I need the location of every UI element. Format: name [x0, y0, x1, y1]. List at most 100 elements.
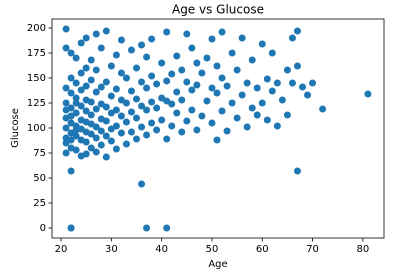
- point: [127, 128, 135, 136]
- point: [62, 99, 70, 107]
- point: [62, 139, 70, 147]
- plot-frame: [51, 18, 385, 239]
- point: [117, 129, 125, 137]
- y-axis-label: Glucose: [10, 108, 21, 148]
- point: [178, 66, 186, 74]
- point: [87, 111, 95, 119]
- point: [268, 87, 276, 95]
- point: [238, 34, 246, 42]
- point: [72, 94, 80, 102]
- point: [248, 56, 256, 64]
- point: [102, 153, 110, 161]
- point: [273, 79, 281, 87]
- point: [193, 126, 201, 134]
- x-tick-label: 70: [306, 244, 319, 255]
- y-tick-label: 175: [27, 48, 46, 59]
- point: [178, 128, 186, 136]
- point: [107, 62, 115, 70]
- point: [92, 66, 100, 74]
- point: [183, 117, 191, 125]
- point: [133, 114, 141, 122]
- point: [268, 49, 276, 57]
- point: [168, 70, 176, 78]
- point: [102, 27, 110, 35]
- point: [72, 99, 80, 107]
- point: [92, 148, 100, 156]
- point: [183, 30, 191, 38]
- point: [87, 120, 95, 128]
- point: [97, 100, 105, 108]
- point: [92, 30, 100, 38]
- point: [87, 144, 95, 152]
- point: [122, 118, 130, 126]
- point: [97, 44, 105, 52]
- point: [188, 106, 196, 114]
- point: [163, 97, 171, 105]
- point: [97, 83, 105, 91]
- point: [198, 69, 206, 77]
- point: [228, 99, 236, 107]
- point: [283, 66, 291, 74]
- point: [112, 122, 120, 130]
- point: [112, 51, 120, 59]
- point: [143, 131, 151, 139]
- point: [193, 59, 201, 67]
- point: [213, 62, 221, 70]
- y-tick-label: 150: [27, 73, 46, 84]
- point: [92, 123, 100, 131]
- point: [273, 122, 281, 130]
- point: [288, 79, 296, 87]
- point: [77, 39, 85, 47]
- point: [193, 81, 201, 89]
- point: [218, 74, 226, 82]
- y-tick-label: 200: [27, 23, 46, 34]
- point: [278, 96, 286, 104]
- point: [293, 27, 301, 35]
- point: [258, 40, 266, 48]
- point: [153, 80, 161, 88]
- point: [243, 79, 251, 87]
- point: [163, 77, 171, 85]
- point: [67, 74, 75, 82]
- chart-title: Age vs Glucose: [172, 3, 264, 17]
- point: [233, 114, 241, 122]
- point: [77, 125, 85, 133]
- point: [148, 72, 156, 80]
- point: [72, 54, 80, 62]
- point: [364, 90, 372, 98]
- point: [143, 106, 151, 114]
- point: [183, 78, 191, 86]
- point: [253, 111, 261, 119]
- point: [138, 78, 146, 86]
- point: [67, 112, 75, 120]
- point: [178, 96, 186, 104]
- point: [72, 146, 80, 154]
- point: [107, 137, 115, 145]
- point: [223, 82, 231, 90]
- y-tick-label: 25: [33, 198, 46, 209]
- y-tick-label: 50: [33, 173, 46, 184]
- point: [163, 135, 171, 143]
- point: [293, 167, 301, 175]
- point: [163, 28, 171, 36]
- point: [319, 105, 327, 113]
- point: [304, 91, 312, 99]
- point: [62, 25, 70, 33]
- point: [208, 84, 216, 92]
- point: [112, 85, 120, 93]
- point: [72, 109, 80, 117]
- point: [107, 92, 115, 100]
- point: [188, 86, 196, 94]
- x-axis-label: Age: [208, 259, 227, 270]
- point: [82, 64, 90, 72]
- point: [112, 145, 120, 153]
- point: [158, 59, 166, 67]
- point: [102, 117, 110, 125]
- point: [203, 54, 211, 62]
- point: [133, 64, 141, 72]
- point: [218, 28, 226, 36]
- point: [148, 35, 156, 43]
- point: [117, 36, 125, 44]
- point: [87, 130, 95, 138]
